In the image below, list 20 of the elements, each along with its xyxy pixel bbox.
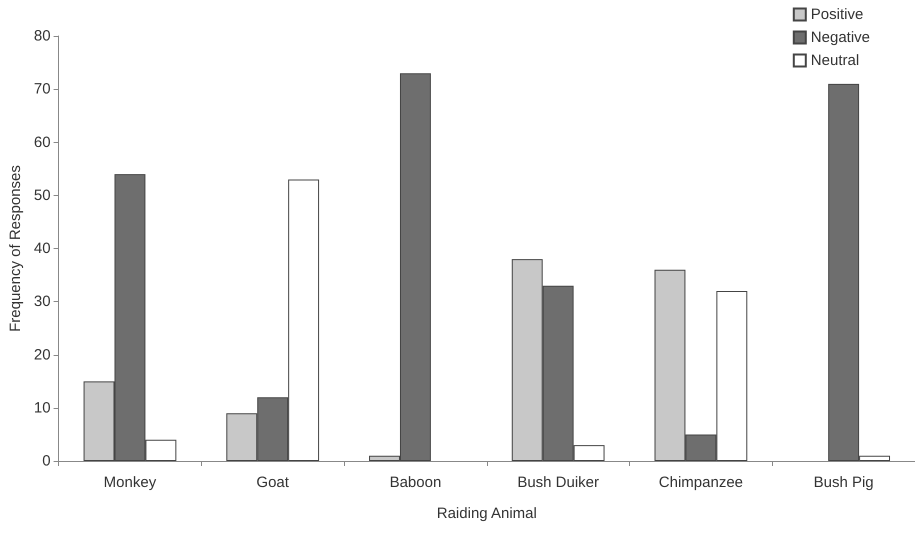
x-axis-title: Raiding Animal <box>436 505 537 522</box>
legend-label: Negative <box>810 29 870 46</box>
y-tick-label: 20 <box>34 346 51 364</box>
legend-label: Neutral <box>810 52 860 69</box>
y-tick-label: 60 <box>34 134 51 151</box>
y-axis-title: Frequency of Responses <box>7 165 24 332</box>
y-tick-label: 70 <box>34 80 51 98</box>
y-tick-label: 40 <box>34 240 51 257</box>
y-tick-label: 80 <box>34 28 51 44</box>
x-tick-label: Bush Pig <box>814 474 874 491</box>
x-tick-label: Bush Duiker <box>517 474 600 491</box>
y-tick-label: 10 <box>34 399 51 416</box>
x-tick-label: Goat <box>256 474 290 491</box>
x-tick-label: Monkey <box>104 474 157 491</box>
x-tick-label: Baboon <box>390 474 442 491</box>
x-tick-label: Chimpanzee <box>658 474 744 491</box>
y-tick-label: 50 <box>34 186 51 204</box>
y-tick-label: 0 <box>42 452 51 470</box>
y-tick-label: 30 <box>34 293 51 310</box>
legend-label: Positive <box>810 6 864 23</box>
